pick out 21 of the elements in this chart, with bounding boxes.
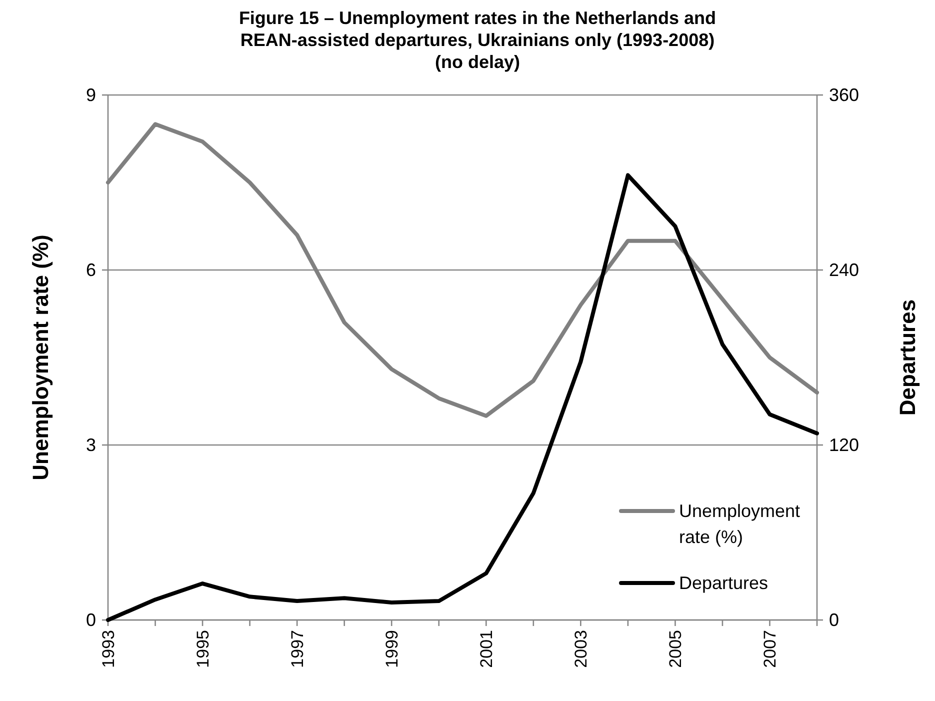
y2-axis-title: Departures (895, 299, 920, 416)
y2-tick-label: 240 (829, 260, 860, 280)
x-tick-label: 1999 (382, 630, 402, 668)
legend-label: Departures (679, 573, 768, 593)
legend-label: Unemployment rate (%) (679, 501, 800, 547)
y2-tick-label: 0 (829, 610, 840, 630)
x-tick-label: 1993 (99, 630, 118, 668)
y-axis-title: Unemployment rate (%) (28, 234, 53, 480)
x-tick-label: 2001 (477, 630, 496, 668)
y-tick-label: 3 (86, 435, 96, 455)
x-tick-label: 2005 (666, 630, 686, 668)
y2-tick-label: 360 (829, 85, 860, 105)
y-tick-label: 9 (86, 85, 96, 105)
x-tick-label: 2003 (572, 630, 591, 668)
x-tick-label: 2007 (760, 630, 780, 668)
y-tick-label: 6 (86, 260, 96, 280)
chart-title: Figure 15 – Unemployment rates in the Netherlands and REAN-assisted departures, Ukrainians only (1993-2008) (no delay) (238, 8, 716, 72)
y2-tick-label: 120 (829, 435, 860, 455)
y-tick-label: 0 (86, 610, 96, 630)
x-tick-label: 1997 (288, 630, 308, 668)
x-tick-label: 1995 (194, 630, 213, 668)
